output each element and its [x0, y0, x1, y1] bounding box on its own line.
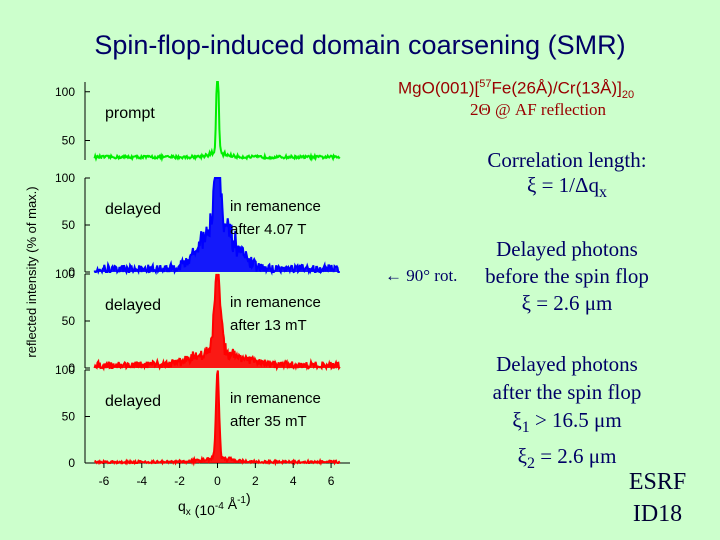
y-tick-label-delayed-13: 100 — [55, 267, 75, 281]
before-line1: Delayed photons — [496, 237, 638, 261]
x-axis-label-part: q — [178, 498, 186, 514]
y-tick-label-delayed-4.07: 100 — [55, 171, 75, 185]
panel-note2-delayed-35: after 35 mT — [230, 413, 307, 430]
panel-note1-delayed-35: in remanence — [230, 390, 321, 407]
facility-line1: ESRF — [628, 469, 687, 495]
panel-label-delayed-35: delayed — [105, 393, 161, 410]
sample-isotope: 57 — [479, 78, 492, 90]
before-xi: ξ = 2.6 μm — [521, 291, 613, 315]
after-spin-flop-note: Delayed photons after the spin flop ξ1 >… — [462, 350, 672, 478]
y-tick-label-delayed-4.07: 0 — [68, 265, 75, 279]
x-axis-label-part: ) — [246, 490, 251, 506]
panel-note2-delayed-13: after 13 mT — [230, 317, 307, 334]
series-line-prompt — [93, 81, 341, 163]
after-line1: Delayed photons — [496, 352, 638, 376]
sample-repetitions: 20 — [621, 89, 635, 102]
panel-note1-delayed-13: in remanence — [230, 294, 321, 311]
before-line2: before the spin flop — [485, 264, 649, 288]
correlation-note: Correlation length: ξ = 1/Δqx — [472, 148, 662, 202]
x-axis-label-part: x — [186, 507, 191, 518]
panel-note2-delayed-4.07: after 4.07 T — [230, 221, 306, 238]
y-tick-label-delayed-35: 50 — [62, 410, 76, 424]
panel-label-delayed-4.07: delayed — [105, 201, 161, 218]
y-tick-label-delayed-35: 0 — [68, 456, 75, 470]
x-axis-label: qx (10-4 Å-1) — [178, 490, 251, 518]
x-tick-label: -4 — [136, 474, 147, 488]
x-axis-label-part: -4 — [215, 501, 224, 512]
series-line-delayed-13 — [93, 273, 341, 372]
reflection-note: 2Θ @ AF reflection — [470, 100, 607, 119]
x-axis-label-part: (10 — [191, 502, 215, 518]
x-tick-label: 6 — [328, 474, 335, 488]
after-line2: after the spin flop — [492, 380, 642, 404]
x-axis-label-part: Å — [224, 496, 238, 512]
sample-prefix: MgO(001)[ — [398, 78, 480, 98]
facility-label: ESRF ID18 — [610, 466, 705, 530]
series-fill-delayed-13 — [94, 274, 341, 368]
panel-label-delayed-13: delayed — [105, 297, 161, 314]
rotation-note: ← 90° rot. — [385, 266, 458, 285]
x-tick-label: -2 — [174, 474, 185, 488]
series-fill-delayed-4.07 — [94, 178, 341, 272]
after-xi2: ξ2 = 2.6 μm — [517, 444, 617, 473]
x-tick-label: 0 — [214, 474, 221, 488]
after-xi1: ξ1 > 16.5 μm — [512, 408, 622, 437]
y-tick-label-prompt: 100 — [55, 85, 75, 99]
sample-layers: Fe(26Å)/Cr(13Å)] — [491, 78, 622, 98]
y-tick-label-delayed-35: 100 — [55, 363, 75, 377]
sample-description: MgO(001)[57Fe(26Å)/Cr(13Å)]20 — [398, 78, 634, 101]
y-tick-label-delayed-13: 0 — [68, 361, 75, 375]
y-tick-label-prompt: 50 — [62, 134, 76, 148]
x-tick-label: 4 — [290, 474, 297, 488]
x-axis-label-part: -1 — [237, 495, 246, 506]
series-fill-delayed-35 — [94, 370, 341, 463]
y-tick-label-delayed-4.07: 50 — [62, 218, 76, 232]
x-tick-label: -6 — [99, 474, 110, 488]
x-tick-label: 2 — [252, 474, 259, 488]
panel-label-prompt: prompt — [105, 105, 155, 122]
y-axis-label: reflected intensity (% of max.) — [24, 186, 39, 357]
correlation-line1: Correlation length: — [487, 148, 647, 172]
correlation-line2: ξ = 1/Δqx — [526, 173, 608, 202]
before-spin-flop-note: Delayed photons before the spin flop ξ =… — [462, 236, 672, 317]
y-tick-label-delayed-13: 50 — [62, 314, 76, 328]
series-line-delayed-35 — [94, 370, 341, 467]
panel-note1-delayed-4.07: in remanence — [230, 198, 321, 215]
page-title: Spin-flop-induced domain coarsening (SMR… — [94, 30, 626, 60]
facility-line2: ID18 — [632, 501, 683, 527]
series-line-delayed-4.07 — [93, 177, 340, 276]
